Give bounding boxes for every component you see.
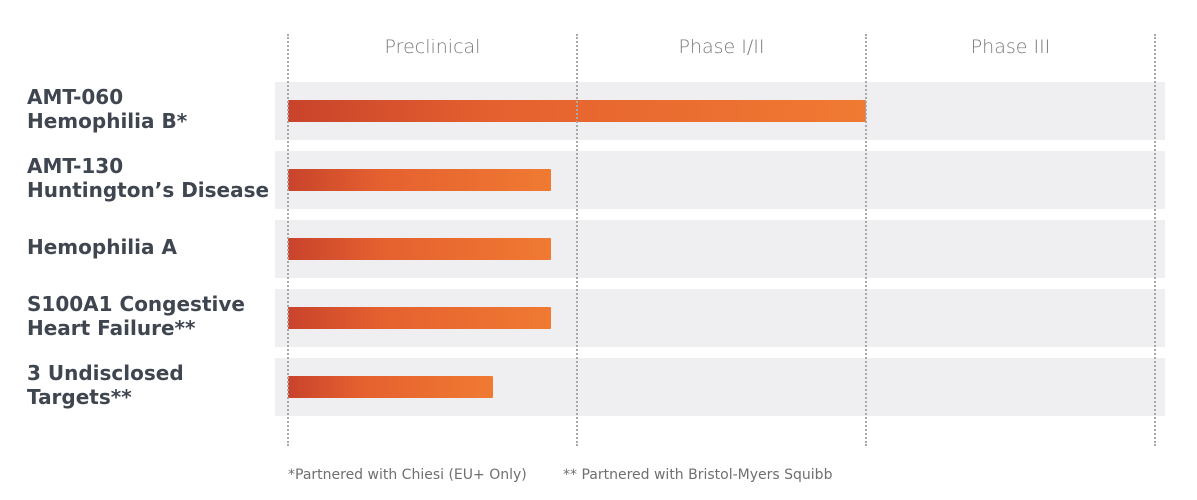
row-label-line: AMT-060 <box>27 85 124 109</box>
row-label-line: Targets** <box>27 385 132 409</box>
phase-divider <box>1154 34 1156 446</box>
row-label-line: Huntington’s Disease <box>27 178 270 202</box>
row-label-line: Hemophilia A <box>27 235 177 259</box>
progress-bar-undisclosed-targets <box>288 376 493 398</box>
phase-divider <box>576 34 578 446</box>
phase-header-preclinical: Preclinical <box>384 36 481 58</box>
phase-header-phase-3: Phase III <box>970 36 1051 58</box>
footnote-bms: ** Partnered with Bristol-Myers Squibb <box>563 467 833 483</box>
row-label-line: Heart Failure** <box>27 316 196 340</box>
row-label-hemophilia-a: Hemophilia A <box>27 235 267 259</box>
phase-divider <box>287 34 289 446</box>
phase-header-phase-1-2: Phase I/II <box>678 36 765 58</box>
row-label-line: AMT-130 <box>27 154 124 178</box>
row-label-undisclosed-targets: 3 Undisclosed Targets** <box>27 361 267 409</box>
progress-bar-amt-130 <box>288 169 551 191</box>
row-label-amt-060: AMT-060 Hemophilia B* <box>27 85 267 133</box>
row-label-line: 3 Undisclosed <box>27 361 184 385</box>
footnote-chiesi: *Partnered with Chiesi (EU+ Only) <box>288 467 527 483</box>
phase-divider <box>865 34 867 446</box>
row-label-line: Hemophilia B* <box>27 109 188 133</box>
row-label-s100a1: S100A1 Congestive Heart Failure** <box>27 292 267 340</box>
progress-bar-s100a1 <box>288 307 551 329</box>
row-label-line: S100A1 Congestive <box>27 292 245 316</box>
row-label-amt-130: AMT-130 Huntington’s Disease <box>27 154 270 202</box>
progress-bar-hemophilia-a <box>288 238 551 260</box>
